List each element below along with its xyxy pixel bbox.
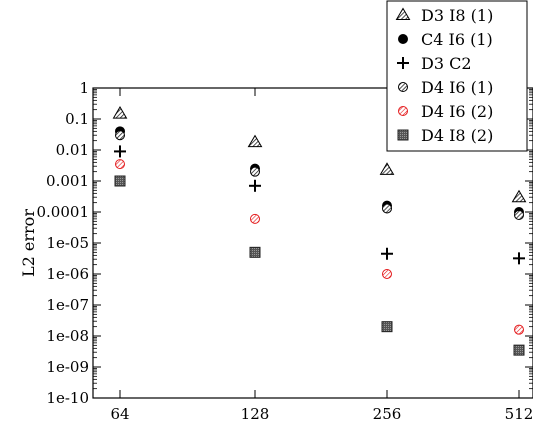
legend-label: D3 C2 xyxy=(421,54,472,73)
y-axis-title: L2 error xyxy=(19,209,38,277)
legend-label: D4 I8 (2) xyxy=(421,126,493,145)
data-point xyxy=(513,252,525,265)
data-point xyxy=(115,130,125,141)
y-tick-label: 1e-07 xyxy=(46,296,89,314)
data-point xyxy=(249,179,261,192)
data-point xyxy=(250,213,260,224)
legend-marker xyxy=(398,34,408,44)
data-point xyxy=(382,203,392,214)
legend-marker xyxy=(397,57,409,69)
y-tick-label: 1e-06 xyxy=(46,265,89,283)
data-point xyxy=(250,166,260,177)
legend-label: C4 I6 (1) xyxy=(421,30,493,49)
x-tick-label: 64 xyxy=(110,405,129,423)
legend: D3 I8 (1) C4 I6 (1) D3 C2 D4 I6 (1) D4 I6 (2… xyxy=(386,0,528,152)
data-point xyxy=(379,162,395,175)
data-point xyxy=(381,321,393,333)
y-tick-label: 0.0001 xyxy=(37,203,90,221)
y-tick-label: 1e-10 xyxy=(46,389,89,407)
y-tick-label: 0.1 xyxy=(65,110,89,128)
data-point xyxy=(112,106,128,119)
y-tick-label: 1e-08 xyxy=(46,327,89,345)
data-point xyxy=(381,247,393,260)
legend-marker xyxy=(398,106,408,116)
legend-label: D4 I6 (1) xyxy=(421,78,493,97)
y-tick-label: 1e-09 xyxy=(46,358,89,376)
y-tick-label: 0.001 xyxy=(46,172,89,190)
data-point xyxy=(247,134,263,148)
y-tick-label: 0.01 xyxy=(56,141,89,159)
legend-marker xyxy=(395,7,411,21)
legend-label: D4 I6 (2) xyxy=(421,102,493,121)
x-tick-label: 128 xyxy=(241,405,270,423)
data-point xyxy=(115,159,125,170)
data-point xyxy=(514,324,524,335)
data-point xyxy=(114,145,126,158)
data-point xyxy=(511,189,527,203)
legend-box xyxy=(386,0,528,152)
legend-items: D3 I8 (1) C4 I6 (1) D3 C2 D4 I6 (1) D4 I6 (2… xyxy=(395,6,493,145)
data-point xyxy=(382,269,392,279)
x-tick-label: 512 xyxy=(505,405,533,423)
legend-label: D3 I8 (1) xyxy=(421,6,493,25)
legend-marker xyxy=(398,82,408,92)
data-point xyxy=(513,344,525,356)
axis-ticks: 1 0.1 0.01 0.001 0.0001 1e-05 1e-06 1e-07 1e-08 1… xyxy=(37,79,533,423)
y-tick-label: 1 xyxy=(79,79,89,97)
y-tick-label: 1e-05 xyxy=(46,234,89,252)
data-point xyxy=(114,175,126,187)
legend-marker xyxy=(397,129,409,141)
x-tick-label: 256 xyxy=(373,405,402,423)
data-point xyxy=(249,246,261,258)
data-point xyxy=(514,210,524,221)
data-marks xyxy=(112,106,527,356)
